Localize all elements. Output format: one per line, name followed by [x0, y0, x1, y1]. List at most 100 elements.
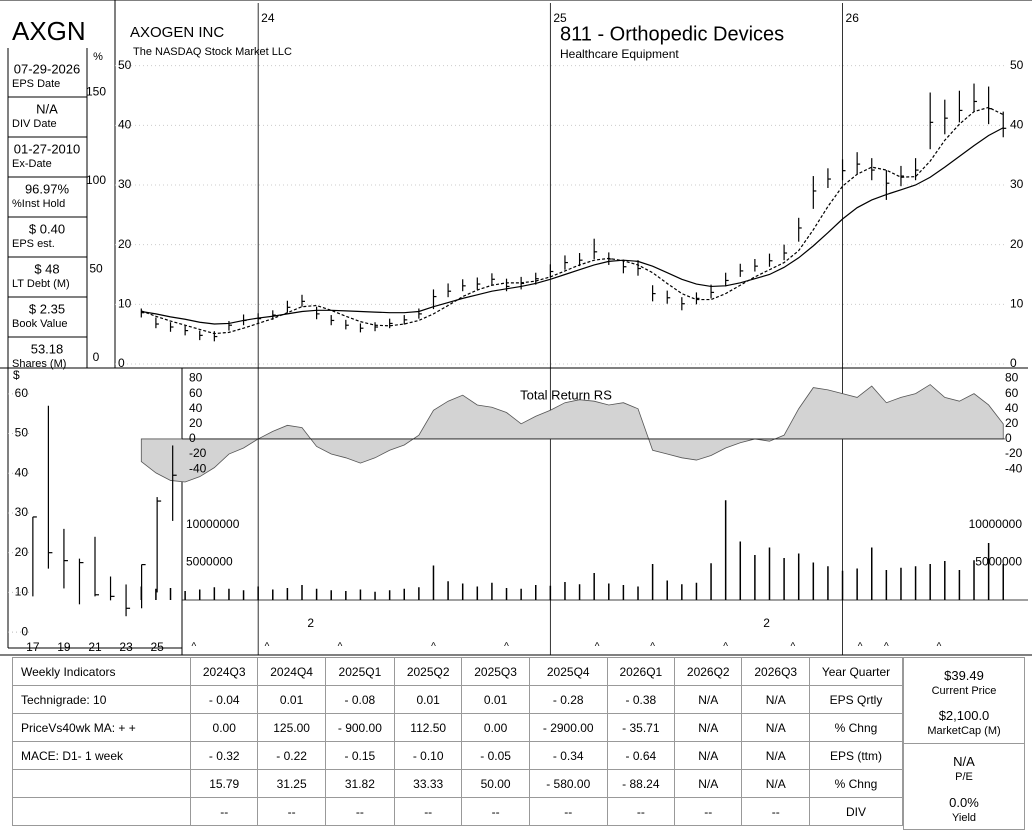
info-label: EPS Date — [12, 78, 60, 90]
table-cell: 2024Q4 — [257, 657, 326, 686]
table-cell: 2025Q4 — [528, 657, 608, 686]
summary-label: P/E — [955, 771, 973, 783]
rs-tick-label: 0 — [189, 431, 196, 445]
summary-label: Yield — [951, 812, 977, 824]
table-cell: 31.25 — [257, 769, 326, 798]
info-label: DIV Date — [12, 118, 57, 130]
table-cell: N/A — [674, 685, 743, 714]
table-cell: - 0.28 — [528, 685, 608, 714]
x-tick-label: 19 — [57, 640, 71, 654]
table-cell: -- — [324, 797, 395, 826]
rs-tick-label: 80 — [189, 371, 203, 385]
x-tick-label: 25 — [553, 11, 567, 25]
table-cell: 2025Q1 — [324, 657, 395, 686]
volume-tick-label: 10000000 — [186, 517, 240, 531]
info-value: 01-27-2010 — [14, 141, 81, 156]
info-value: 07-29-2026 — [14, 61, 81, 76]
pct-tick-label: 0 — [93, 350, 100, 364]
y-tick-label: 40 — [15, 465, 29, 479]
info-value: $ 0.40 — [29, 221, 65, 236]
info-value: $ 48 — [34, 261, 59, 276]
table-cell: - 0.64 — [606, 741, 676, 770]
table-cell: - 35.71 — [606, 713, 676, 742]
table-cell: MACE: D1- 1 week — [12, 741, 191, 770]
earnings-mark: ^ — [338, 642, 343, 653]
volume-tick-label: 5000000 — [186, 555, 233, 569]
ticker: AXGN — [12, 16, 86, 46]
company: AXOGEN INC — [130, 24, 224, 41]
table-row: Technigrade: 10- 0.04 0.01- 0.08 0.01 0.01-… — [12, 685, 903, 714]
table-cell: -- — [257, 797, 326, 826]
table-cell: % Chng — [809, 769, 903, 798]
table-cell: 2025Q2 — [393, 657, 463, 686]
summary-box: $39.49 Current Price $2,100.0 MarketCap (M)… — [903, 657, 1025, 830]
earnings-mark: ^ — [858, 642, 863, 653]
y-tick-label: 10 — [15, 585, 29, 599]
earnings-mark: ^ — [937, 642, 942, 653]
info-value: 53.18 — [31, 341, 64, 356]
table-cell: Year Quarter — [809, 657, 903, 686]
summary-value: N/A — [953, 754, 975, 769]
table-cell: 50.00 — [461, 769, 530, 798]
table-cell: -- — [528, 797, 608, 826]
table-cell: - 2900.00 — [528, 713, 608, 742]
table-cell: - 0.05 — [461, 741, 530, 770]
earnings-mark: ^ — [431, 642, 436, 653]
table-cell: -- — [741, 797, 810, 826]
table-cell — [12, 769, 191, 798]
rs-tick-label: -40 — [189, 461, 207, 475]
info-label: EPS est. — [12, 238, 55, 250]
y-axis-label: $ — [13, 368, 20, 382]
table-cell: 0.01 — [257, 685, 326, 714]
pct-tick-label: 50 — [89, 262, 103, 276]
table-cell: -- — [674, 797, 743, 826]
table-cell: N/A — [674, 713, 743, 742]
table-cell: Weekly Indicators — [12, 657, 191, 686]
rs-tick-label: -20 — [189, 446, 207, 460]
y-tick-label: 30 — [118, 177, 132, 191]
table-cell: 33.33 — [393, 769, 463, 798]
table-cell: % Chng — [809, 713, 903, 742]
table-cell: -- — [393, 797, 463, 826]
earnings-mark: ^ — [265, 642, 270, 653]
info-value: $ 2.35 — [29, 301, 65, 316]
rs-tick-label-right: 40 — [1005, 401, 1019, 415]
y-tick-label: 50 — [118, 58, 132, 72]
split-mark: 2 — [763, 616, 770, 630]
pct-tick-label: 100 — [86, 173, 106, 187]
rs-tick-label: 20 — [189, 416, 203, 430]
chart-title: 811 - Orthopedic Devices — [560, 23, 784, 45]
table-cell: 0.00 — [189, 713, 259, 742]
x-tick-label: 21 — [88, 640, 102, 654]
table-cell: N/A — [674, 769, 743, 798]
pct-tick-label: 150 — [86, 85, 106, 99]
info-label: Shares (M) — [12, 358, 66, 370]
y-tick-label: 40 — [118, 118, 132, 132]
rs-tick-label-right: 0 — [1005, 431, 1012, 445]
info-label: %Inst Hold — [12, 198, 65, 210]
table-cell: 0.01 — [461, 685, 530, 714]
table-row: PriceVs40wk MA: + +0.00 125.00- 900.00 112… — [12, 713, 903, 742]
table-cell: -- — [606, 797, 676, 826]
rs-tick-label-right: 80 — [1005, 371, 1019, 385]
moving-average — [141, 127, 1004, 325]
summary-label: MarketCap (M) — [927, 725, 1001, 737]
rs-tick-label: 60 — [189, 386, 203, 400]
table-cell: 125.00 — [257, 713, 326, 742]
summary-label: Current Price — [931, 685, 997, 697]
y-tick-label-right: 40 — [1010, 118, 1024, 132]
table-cell: 2026Q2 — [674, 657, 743, 686]
earnings-mark: ^ — [723, 642, 728, 653]
summary-value: 0.0% — [949, 795, 979, 810]
rs-tick-label: 40 — [189, 401, 203, 415]
table-cell: N/A — [741, 685, 810, 714]
table-cell: PriceVs40wk MA: + + — [12, 713, 191, 742]
table-cell: - 0.32 — [189, 741, 259, 770]
chart-subtitle: Healthcare Equipment — [560, 47, 679, 61]
rs-tick-label-right: -20 — [1005, 446, 1023, 460]
table-cell: Technigrade: 10 — [12, 685, 191, 714]
table-cell: 2024Q3 — [189, 657, 259, 686]
table-cell: DIV — [809, 797, 903, 826]
